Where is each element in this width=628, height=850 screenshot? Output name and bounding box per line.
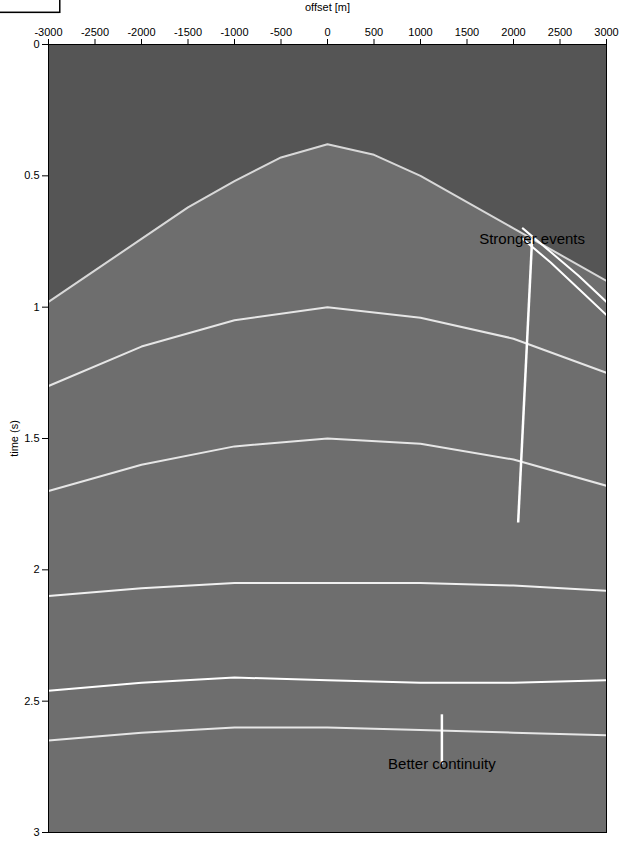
svg-text:2.5: 2.5 (24, 695, 39, 707)
svg-text:time (s): time (s) (8, 420, 20, 457)
svg-text:1.5: 1.5 (24, 432, 39, 444)
svg-text:Stronger events: Stronger events (479, 230, 585, 247)
svg-text:0: 0 (324, 26, 330, 38)
svg-text:1: 1 (33, 301, 39, 313)
svg-text:0.5: 0.5 (24, 169, 39, 181)
svg-text:-3000: -3000 (34, 26, 62, 38)
svg-text:3000: 3000 (594, 26, 618, 38)
svg-text:1000: 1000 (408, 26, 432, 38)
svg-text:offset [m]: offset [m] (305, 1, 350, 13)
svg-text:500: 500 (365, 26, 383, 38)
svg-text:2500: 2500 (548, 26, 572, 38)
svg-text:2: 2 (33, 563, 39, 575)
svg-text:3: 3 (33, 826, 39, 838)
svg-text:-1000: -1000 (220, 26, 248, 38)
svg-text:-500: -500 (270, 26, 292, 38)
svg-text:-2500: -2500 (81, 26, 109, 38)
svg-text:2000: 2000 (501, 26, 525, 38)
svg-text:-2000: -2000 (127, 26, 155, 38)
svg-text:1500: 1500 (455, 26, 479, 38)
svg-text:Better continuity: Better continuity (388, 755, 496, 772)
svg-text:0: 0 (33, 38, 39, 50)
svg-text:-1500: -1500 (174, 26, 202, 38)
